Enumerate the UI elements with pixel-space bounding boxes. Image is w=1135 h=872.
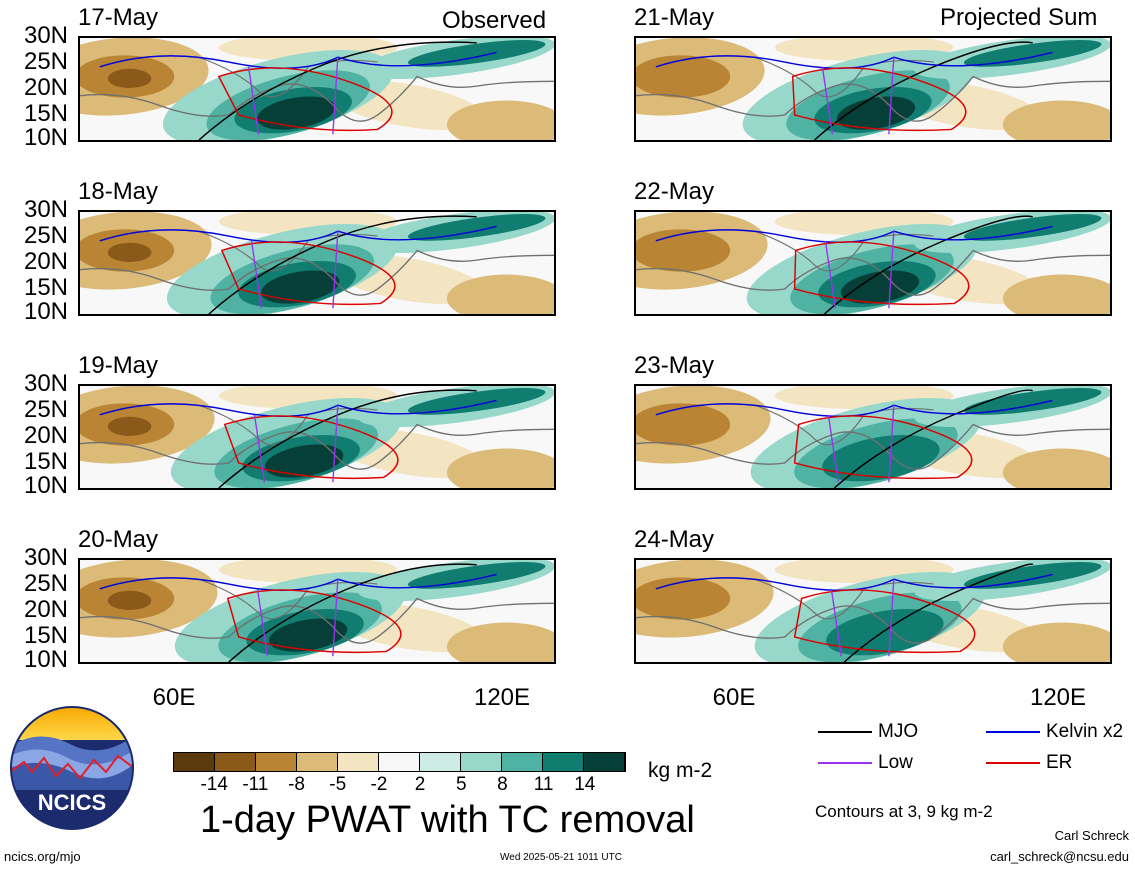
lat-tick: 25N xyxy=(23,570,68,597)
lon-tick-120e-right: 120E xyxy=(1029,684,1087,711)
map-panel xyxy=(78,558,556,664)
map-panel xyxy=(634,210,1112,316)
lat-tick: 25N xyxy=(23,222,68,249)
panel-date-21-may: 21-May xyxy=(634,4,715,31)
map-panel xyxy=(78,36,556,142)
panel-date-24-may: 24-May xyxy=(634,526,715,553)
map-panel xyxy=(634,36,1112,142)
colorbar-label: 5 xyxy=(455,774,467,795)
ncics-logo: NCICS xyxy=(10,706,134,830)
colorbar-label: 14 xyxy=(574,774,596,795)
map-panel xyxy=(78,384,556,490)
legend-line-er xyxy=(986,762,1040,764)
colorbar-swatch xyxy=(338,753,379,771)
logo-text: NCICS xyxy=(38,790,106,815)
colorbar-swatch xyxy=(297,753,338,771)
colorbar-swatch xyxy=(215,753,256,771)
lat-tick: 10N xyxy=(23,646,68,673)
colorbar-swatch xyxy=(584,753,625,771)
colorbar-label: 2 xyxy=(414,774,426,795)
lon-tick-60e-right: 60E xyxy=(712,684,756,711)
lat-tick: 15N xyxy=(23,274,68,301)
legend-label-er: ER xyxy=(1046,752,1073,773)
panel-date-23-may: 23-May xyxy=(634,352,715,379)
map-panel xyxy=(634,384,1112,490)
colorbar-swatch xyxy=(256,753,297,771)
lat-tick: 30N xyxy=(23,22,68,49)
lat-tick: 10N xyxy=(23,298,68,325)
colorbar-label: -14 xyxy=(200,774,228,795)
author-email[interactable]: carl_schreck@ncsu.edu xyxy=(990,849,1129,864)
plot-title: 1-day PWAT with TC removal xyxy=(200,799,695,841)
panel-date-22-may: 22-May xyxy=(634,178,715,205)
colorbar-swatch xyxy=(461,753,502,771)
panel-date-18-may: 18-May xyxy=(78,178,159,205)
lon-tick-60e-left: 60E xyxy=(152,684,196,711)
timestamp: Wed 2025-05-21 1011 UTC xyxy=(500,852,622,863)
site-link[interactable]: ncics.org/mjo xyxy=(4,849,81,864)
projected-sum-label: Projected Sum xyxy=(940,4,1098,31)
lat-tick: 25N xyxy=(23,48,68,75)
lat-tick: 30N xyxy=(23,370,68,397)
author-name: Carl Schreck xyxy=(1054,828,1129,843)
contours-note: Contours at 3, 9 kg m-2 xyxy=(815,802,993,821)
map-panel xyxy=(78,210,556,316)
lat-tick: 20N xyxy=(23,74,68,101)
legend-line-mjo xyxy=(818,731,872,733)
panel-date-17-may: 17-May xyxy=(78,4,159,31)
colorbar-label: -11 xyxy=(242,774,269,795)
colorbar-swatch xyxy=(379,753,420,771)
colorbar-label: -2 xyxy=(370,774,388,795)
colorbar-label: -5 xyxy=(329,774,347,795)
lat-tick: 15N xyxy=(23,100,68,127)
observed-label: Observed xyxy=(442,7,547,34)
map-panel xyxy=(634,558,1112,664)
colorbar-label: 8 xyxy=(497,774,508,795)
legend-label-kelvin: Kelvin x2 xyxy=(1046,721,1124,742)
lat-tick: 25N xyxy=(23,396,68,423)
panel-date-20-may: 20-May xyxy=(78,526,159,553)
lat-tick: 20N xyxy=(23,596,68,623)
lat-tick: 30N xyxy=(23,544,68,571)
colorbar-label: 11 xyxy=(533,774,554,795)
legend-label-low: Low xyxy=(878,752,913,773)
legend-label-mjo: MJO xyxy=(878,721,919,742)
colorbar-swatch xyxy=(502,753,543,771)
lat-tick: 15N xyxy=(23,622,68,649)
lat-tick: 10N xyxy=(23,472,68,499)
lat-tick: 10N xyxy=(23,124,68,151)
lon-tick-120e-left: 120E xyxy=(473,684,531,711)
lat-tick: 30N xyxy=(23,196,68,223)
panel-date-19-may: 19-May xyxy=(78,352,159,379)
lat-tick: 20N xyxy=(23,248,68,275)
legend-line-low xyxy=(818,762,872,764)
legend-line-kelvin xyxy=(986,731,1040,733)
colorbar-swatch xyxy=(543,753,584,771)
colorbar xyxy=(173,752,626,772)
lat-tick: 15N xyxy=(23,448,68,475)
lat-tick: 20N xyxy=(23,422,68,449)
colorbar-swatch xyxy=(174,753,215,771)
colorbar-swatch xyxy=(420,753,461,771)
colorbar-unit: kg m-2 xyxy=(648,759,713,782)
colorbar-label: -8 xyxy=(288,774,305,795)
